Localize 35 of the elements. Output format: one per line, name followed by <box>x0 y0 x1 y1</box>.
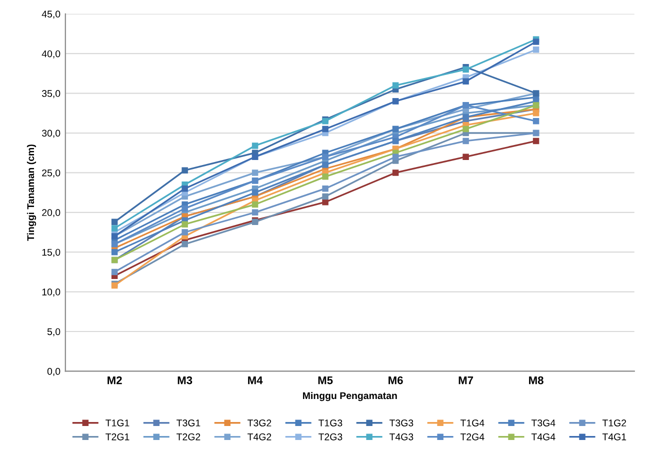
y-tick-label: 30,0 <box>42 130 60 138</box>
y-tick-label: 35,0 <box>42 90 60 98</box>
y-axis-title: Tinggi Tanaman (cm) <box>26 144 36 241</box>
y-tick-label: 20,0 <box>42 209 60 218</box>
legend-label: T2G4 <box>460 433 484 440</box>
y-tick-label: 10,0 <box>42 288 60 297</box>
x-tick-label: M5 <box>318 376 333 384</box>
x-tick-label: M3 <box>178 376 192 384</box>
legend-label: T3G4 <box>531 420 556 426</box>
legend-label: T4G3 <box>389 433 414 440</box>
y-tick-label: 40,0 <box>42 50 60 58</box>
legend-label: T3G3 <box>389 420 414 426</box>
x-axis-title: Minggu Pengamatan <box>303 392 397 402</box>
legend-label: T1G3 <box>318 420 342 426</box>
legend-label: T2G1 <box>106 433 130 440</box>
legend-label: T4G4 <box>531 433 556 440</box>
legend-label: T4G2 <box>248 433 272 440</box>
legend-label: T1G2 <box>602 420 626 426</box>
legend-label: T4G1 <box>602 433 626 440</box>
x-tick-label: M4 <box>248 376 263 384</box>
y-tick-label: 0,0 <box>47 368 60 376</box>
y-tick-label: 45,0 <box>42 10 60 19</box>
legend-label: T3G1 <box>176 420 200 426</box>
x-tick-label: M2 <box>108 376 122 384</box>
legend-label: T1G1 <box>106 420 130 426</box>
legend-label: T3G2 <box>248 420 272 426</box>
y-tick-label: 15,0 <box>42 248 60 257</box>
y-tick-label: 5,0 <box>47 328 60 336</box>
y-tick-label: 25,0 <box>42 169 60 178</box>
legend-label: T2G2 <box>176 433 200 440</box>
x-tick-label: M7 <box>458 376 474 384</box>
x-tick-label: M6 <box>388 376 403 384</box>
x-tick-label: M8 <box>529 376 544 384</box>
legend-label: T2G3 <box>318 433 342 440</box>
legend-label: T1G4 <box>460 420 484 426</box>
